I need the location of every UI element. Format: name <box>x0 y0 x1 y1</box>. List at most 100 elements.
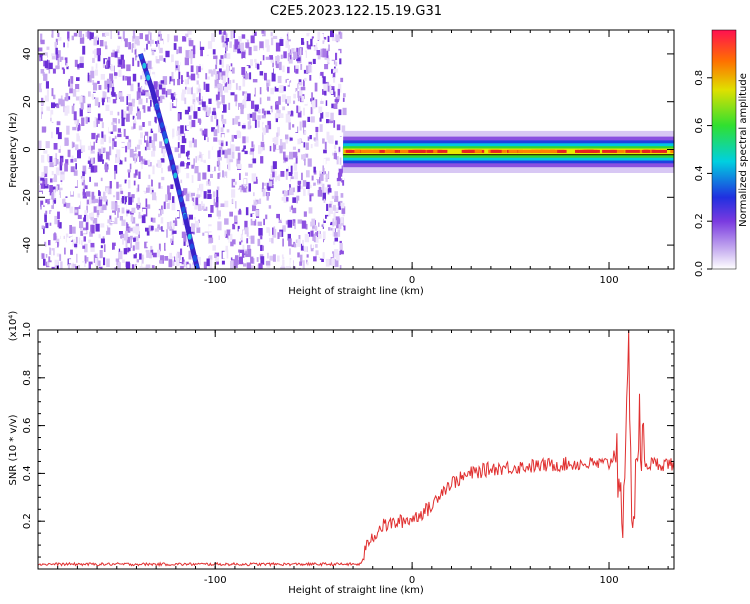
noise-cell <box>87 72 90 82</box>
noise-cell <box>147 60 152 69</box>
noise-cell <box>322 138 325 144</box>
noise-cell <box>313 166 316 173</box>
noise-cell <box>72 89 77 97</box>
noise-cell <box>75 122 78 128</box>
noise-cell <box>111 52 115 58</box>
noise-cell <box>210 173 213 178</box>
noise-cell <box>289 206 292 212</box>
noise-cell <box>232 255 235 260</box>
spectrogram-x-ticks: -100 0 100 <box>37 30 669 286</box>
noise-cell <box>44 171 48 178</box>
noise-cell <box>166 203 170 209</box>
noise-cell <box>87 30 90 39</box>
noise-cell <box>246 55 250 62</box>
noise-cell <box>94 97 99 106</box>
noise-cell <box>132 142 136 151</box>
noise-cell <box>253 186 256 191</box>
noise-cell <box>70 249 73 255</box>
noise-cell <box>114 165 118 174</box>
noise-cell <box>88 239 92 243</box>
noise-cell <box>126 222 128 228</box>
noise-cell <box>113 217 118 225</box>
noise-cell <box>250 265 255 269</box>
noise-cell <box>116 149 121 158</box>
noise-cell <box>249 199 254 205</box>
noise-cell <box>328 203 332 208</box>
noise-cell <box>82 33 85 41</box>
noise-cell <box>144 197 146 203</box>
noise-cell <box>174 147 179 153</box>
noise-cell <box>181 136 187 144</box>
noise-cell <box>62 68 65 74</box>
noise-cell <box>241 125 246 129</box>
noise-cell <box>268 228 271 236</box>
noise-cell <box>299 82 303 86</box>
noise-cell <box>42 99 45 106</box>
noise-cell <box>317 259 322 264</box>
noise-cell <box>187 30 192 35</box>
noise-cell <box>266 192 269 201</box>
noise-cell <box>181 132 185 137</box>
noise-cell <box>102 32 106 37</box>
noise-cell <box>44 95 49 102</box>
noise-cell <box>85 222 89 230</box>
noise-cell <box>79 183 83 190</box>
noise-cell <box>151 225 154 231</box>
noise-cell <box>250 235 255 244</box>
noise-cell <box>145 198 148 208</box>
noise-cell <box>294 48 297 52</box>
noise-cell <box>82 176 85 181</box>
noise-cell <box>253 219 257 226</box>
noise-cell <box>277 75 282 84</box>
noise-cell <box>323 218 326 223</box>
noise-cell <box>296 76 301 81</box>
noise-cell <box>220 88 223 97</box>
noise-cell <box>297 185 301 192</box>
noise-cell <box>280 267 285 269</box>
snr-y-label: SNR (10 * v/v) <box>8 414 19 485</box>
noise-cell <box>303 52 306 60</box>
noise-cell <box>133 250 136 255</box>
noise-cell <box>293 151 298 158</box>
noise-cell <box>301 40 304 44</box>
noise-cell <box>45 210 48 214</box>
noise-cell <box>170 215 175 221</box>
noise-cell <box>201 206 205 210</box>
noise-cell <box>122 59 126 69</box>
noise-cell <box>155 89 159 98</box>
noise-cell <box>65 188 70 197</box>
noise-cell <box>334 237 338 242</box>
noise-cell <box>342 107 347 116</box>
noise-cell <box>226 122 231 130</box>
colorbar-gradient <box>711 29 737 270</box>
noise-cell <box>102 99 105 106</box>
noise-cell <box>51 114 54 122</box>
noise-cell <box>124 58 128 65</box>
noise-cell <box>262 55 265 61</box>
noise-cell <box>57 174 62 178</box>
noise-cell <box>207 76 210 80</box>
noise-cell <box>58 98 63 105</box>
carrier-peak <box>354 149 361 153</box>
noise-cell <box>288 31 293 40</box>
noise-cell <box>269 238 272 242</box>
noise-cell <box>190 73 196 81</box>
noise-cell <box>220 76 223 84</box>
noise-cell <box>251 100 255 109</box>
noise-cell <box>54 263 59 269</box>
noise-cell <box>54 232 56 240</box>
noise-cell <box>271 83 274 89</box>
noise-cell <box>208 150 211 159</box>
noise-cell <box>40 177 45 181</box>
noise-cell <box>143 51 147 56</box>
noise-cell <box>68 78 70 87</box>
noise-cell <box>168 86 170 92</box>
noise-cell <box>46 106 50 111</box>
noise-cell <box>133 123 136 129</box>
snr-y-multiplier: (x10⁴) <box>8 311 19 342</box>
noise-cell <box>120 190 124 195</box>
noise-cell <box>294 124 298 133</box>
noise-cell <box>140 231 144 237</box>
noise-cell <box>66 63 68 67</box>
noise-cell <box>219 72 222 79</box>
